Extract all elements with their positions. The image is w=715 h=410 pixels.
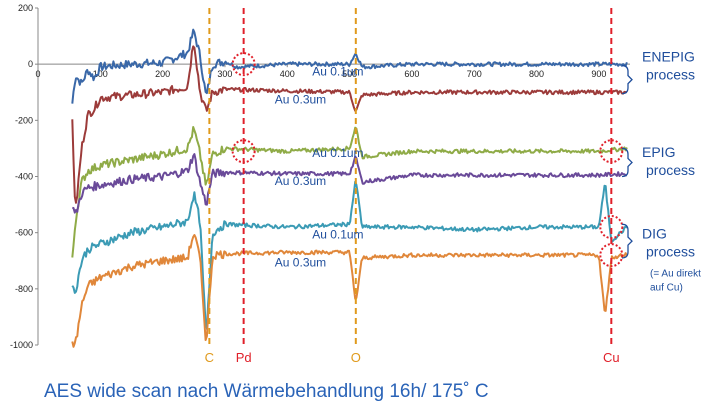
x-tick-label: 800 (529, 69, 544, 79)
group-label-line1-2: EPIG (642, 144, 675, 160)
series-label-3: Au 0.1um (312, 146, 363, 160)
series-line-3 (71, 126, 628, 258)
x-tick-label: 900 (591, 69, 606, 79)
group-label-line1-1: ENEPIG (642, 48, 695, 64)
series-label-2: Au 0.3um (275, 92, 326, 106)
highlight-circle-4 (599, 215, 624, 240)
group-label-line1-3: DIG (642, 225, 667, 241)
x-tick-label: 400 (280, 69, 295, 79)
x-tick-label: 600 (404, 69, 419, 79)
marker-label-pd: Pd (236, 350, 252, 365)
series-line-1 (71, 28, 628, 104)
marker-label-c: C (205, 350, 214, 365)
series-line-4 (72, 153, 628, 214)
group-label-line2-1: process (646, 66, 695, 82)
group-label-line2-2: process (646, 162, 695, 178)
y-tick-label: 0 (28, 59, 33, 69)
x-tick-label: 100 (93, 69, 108, 79)
highlight-circle-1 (231, 52, 256, 77)
highlight-circle-3 (599, 139, 624, 164)
series-line-5 (71, 180, 628, 330)
series-label-4: Au 0.3um (275, 174, 326, 188)
chart-caption: AES wide scan nach Wärmebehandlung 16h/ … (44, 381, 489, 402)
group-bracket-2 (621, 147, 633, 178)
y-tick-label: -600 (15, 228, 33, 238)
y-tick-label: -400 (15, 172, 33, 182)
y-tick-label: -200 (15, 115, 33, 125)
y-tick-label: 200 (18, 3, 33, 13)
y-tick-label: -1000 (10, 340, 33, 350)
series-line-6 (71, 234, 628, 348)
x-tick-label: 300 (217, 69, 232, 79)
group-note-line2: auf Cu) (650, 282, 683, 293)
group-label-line2-3: process (646, 243, 695, 259)
x-tick-label: 500 (342, 69, 357, 79)
marker-label-o: O (351, 350, 361, 365)
highlight-circle-2 (231, 139, 256, 164)
marker-label-cu: Cu (603, 350, 620, 365)
group-bracket-3 (621, 223, 633, 259)
y-tick-label: -800 (15, 284, 33, 294)
group-bracket-1 (621, 64, 633, 95)
group-note-line1: (= Au direkt (650, 268, 701, 279)
series-label-5: Au 0.1um (312, 227, 363, 241)
x-tick-label: 200 (155, 69, 170, 79)
x-tick-label: 700 (467, 69, 482, 79)
highlight-circle-5 (599, 243, 624, 268)
series-line-2 (71, 45, 627, 204)
x-tick-label: 0 (35, 69, 40, 79)
series-label-6: Au 0.3um (275, 255, 326, 269)
series-label-1: Au 0.1um (312, 64, 363, 78)
